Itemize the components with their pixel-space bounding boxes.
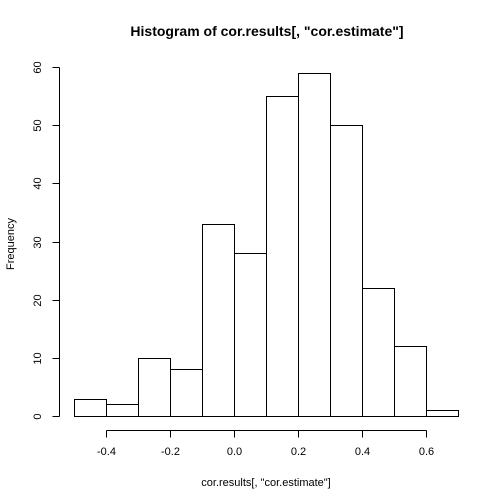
- y-tick-label-2: 10: [32, 352, 44, 364]
- y-tick-label-5: 40: [32, 177, 44, 189]
- histogram-bar-5: [202, 224, 235, 417]
- histogram-bar-9: [330, 125, 363, 417]
- histogram-bar-12: [426, 410, 459, 417]
- histogram-bar-4: [170, 369, 203, 417]
- x-tick-label-3: 0.0: [227, 446, 242, 458]
- x-tick-label-1: -0.4: [97, 446, 116, 458]
- histogram-bar-3: [138, 358, 171, 417]
- y-tick-label-1: 0: [32, 413, 44, 419]
- y-tick-label-3: 20: [32, 294, 44, 306]
- chart-title: Histogram of cor.results[, "cor.estimate…: [130, 23, 403, 39]
- histogram-bar-1: [74, 399, 107, 417]
- y-axis: 0 10 20 30 40 50 60: [32, 61, 60, 420]
- x-tick-label-2: -0.2: [161, 446, 180, 458]
- y-tick-label-7: 60: [32, 61, 44, 73]
- histogram-bar-7: [266, 96, 299, 417]
- histogram-bar-6: [234, 253, 267, 417]
- x-tick-label-4: 0.2: [291, 446, 306, 458]
- x-axis-title: cor.results[, "cor.estimate"]: [201, 477, 330, 489]
- histogram-bar-10: [362, 288, 395, 417]
- y-axis-title: Frequency: [5, 218, 17, 270]
- histogram-bar-8: [298, 73, 331, 417]
- y-tick-label-4: 30: [32, 236, 44, 248]
- x-tick-label-6: 0.6: [419, 446, 434, 458]
- x-tick-label-5: 0.4: [355, 446, 370, 458]
- bars-group: [74, 73, 459, 417]
- x-axis: -0.4 -0.2 0.0 0.2 0.4 0.6: [97, 430, 434, 458]
- histogram-bar-2: [106, 404, 139, 417]
- y-tick-label-6: 50: [32, 119, 44, 131]
- histogram-bar-11: [394, 346, 427, 417]
